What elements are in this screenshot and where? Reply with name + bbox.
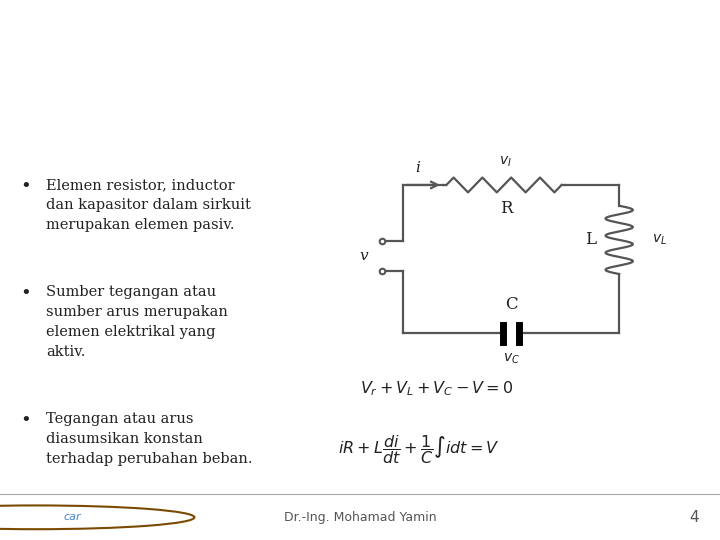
Text: Tegangan atau arus
diasumsikan konstan
terhadap perubahan beban.: Tegangan atau arus diasumsikan konstan t… <box>46 413 253 467</box>
Text: R: R <box>500 200 512 217</box>
Text: $V_r + V_L + V_C - V = 0$: $V_r + V_L + V_C - V = 0$ <box>360 379 513 398</box>
Text: Sumber tegangan atau
sumber arus merupakan
elemen elektrikal yang
aktiv.: Sumber tegangan atau sumber arus merupak… <box>46 285 228 359</box>
Text: Elemen resistor, inductor
dan kapasitor dalam sirkuit
merupakan elemen pasiv.: Elemen resistor, inductor dan kapasitor … <box>46 178 251 232</box>
Text: i: i <box>415 160 420 174</box>
Text: $iR + L\dfrac{di}{dt} + \dfrac{1}{C}\int idt = V$: $iR + L\dfrac{di}{dt} + \dfrac{1}{C}\int… <box>338 433 500 465</box>
Text: C: C <box>505 296 518 313</box>
Text: L: L <box>585 232 596 248</box>
Text: •: • <box>21 285 32 303</box>
Text: car: car <box>63 512 81 522</box>
Text: 4: 4 <box>689 510 698 525</box>
Text: •: • <box>21 178 32 196</box>
Text: Model rangkaian tertutup RLC: Model rangkaian tertutup RLC <box>258 96 691 123</box>
Text: Contoh1:: Contoh1: <box>562 37 691 64</box>
Text: $v_L$: $v_L$ <box>652 233 667 247</box>
Text: Dr.-Ing. Mohamad Yamin: Dr.-Ing. Mohamad Yamin <box>284 511 436 524</box>
Text: $v_I$: $v_I$ <box>500 154 512 168</box>
Text: $v_C$: $v_C$ <box>503 351 520 366</box>
Text: v: v <box>359 249 368 263</box>
Text: •: • <box>21 413 32 430</box>
